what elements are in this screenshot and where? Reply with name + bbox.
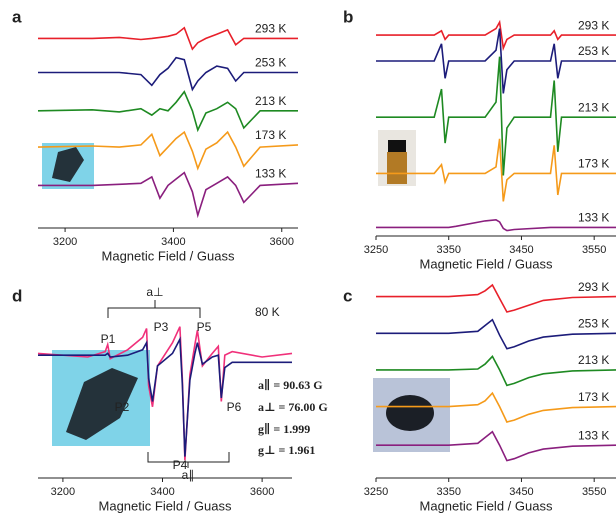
series-label: 213 K (578, 100, 609, 114)
x-axis-title: Magnetic Field / Guass (102, 248, 235, 263)
x-tick-label: 3200 (53, 236, 77, 248)
annotation: P3 (154, 320, 169, 334)
x-tick-label: 3550 (582, 244, 606, 256)
spectrum (38, 171, 299, 219)
bracket-par (147, 452, 230, 468)
series-label: 173 K (578, 157, 609, 171)
bracket-perp (107, 300, 201, 318)
vial (387, 152, 407, 184)
annotation: a∥ = 90.63 G (258, 378, 323, 392)
spectrum (376, 318, 616, 350)
series-label: 293 K (578, 280, 609, 294)
series-label: 213 K (255, 94, 286, 108)
panel-letter: a (12, 7, 22, 26)
x-axis-title: Magnetic Field / Guass (420, 498, 553, 513)
panel-letter: c (343, 286, 352, 305)
spectrum (376, 28, 616, 94)
spectrum (376, 391, 616, 423)
series-label: 173 K (578, 390, 609, 404)
series-label: 133 K (255, 166, 286, 180)
spectrum (38, 336, 292, 457)
x-tick-label: 3350 (436, 486, 460, 498)
spectrum (376, 218, 616, 232)
spectrum (376, 283, 616, 313)
annotation: g⊥ = 1.961 (258, 443, 315, 457)
panel-letter: d (12, 286, 22, 305)
spectrum (38, 26, 298, 51)
annotation: P2 (115, 400, 130, 414)
series-label: 293 K (255, 22, 286, 36)
spectrum (37, 130, 299, 171)
annotation: g∥ = 1.999 (258, 422, 310, 436)
series-label: 133 K (578, 428, 609, 442)
x-tick-label: 3250 (364, 486, 388, 498)
crystal (66, 368, 138, 440)
annotation: a⊥ (146, 285, 163, 299)
brackets (107, 300, 230, 468)
annotation: P5 (197, 320, 212, 334)
x-axis-title: Magnetic Field / Guass (420, 256, 553, 271)
insets (42, 130, 450, 452)
spectrum (37, 90, 298, 133)
spectrum (376, 138, 616, 202)
crystal (52, 147, 84, 182)
spectrum (376, 19, 616, 52)
series-label: 293 K (578, 18, 609, 32)
powder (386, 395, 434, 431)
x-tick-label: 3200 (51, 486, 75, 498)
vial-cap (388, 140, 406, 152)
series-label: 253 K (255, 56, 286, 70)
series-label: 213 K (578, 353, 609, 367)
x-tick-label: 3450 (509, 244, 533, 256)
x-tick-label: 3400 (150, 486, 174, 498)
x-tick-label: 3400 (161, 236, 185, 248)
series-label: 253 K (578, 316, 609, 330)
x-tick-label: 3250 (364, 244, 388, 256)
series-label: 173 K (255, 128, 286, 142)
spectrum (376, 355, 616, 387)
x-tick-label: 3600 (270, 236, 294, 248)
panel-letter: b (343, 7, 353, 26)
annotation: P1 (101, 332, 116, 346)
annotation: a∥ (182, 468, 195, 482)
spectrum (376, 56, 616, 176)
series-label: 253 K (578, 44, 609, 58)
spectrum (376, 430, 616, 462)
x-tick-label: 3350 (436, 244, 460, 256)
series-label: 133 K (578, 211, 609, 225)
x-axis-title: Magnetic Field / Guass (99, 498, 232, 513)
spectrum (38, 56, 298, 92)
annotation: P6 (227, 400, 242, 414)
annotation: P4 (173, 458, 188, 472)
annotation: a⊥ = 76.00 G (258, 400, 328, 414)
x-tick-label: 3550 (582, 486, 606, 498)
x-tick-label: 3450 (509, 486, 533, 498)
x-tick-label: 3600 (250, 486, 274, 498)
annotation: 80 K (255, 305, 280, 319)
